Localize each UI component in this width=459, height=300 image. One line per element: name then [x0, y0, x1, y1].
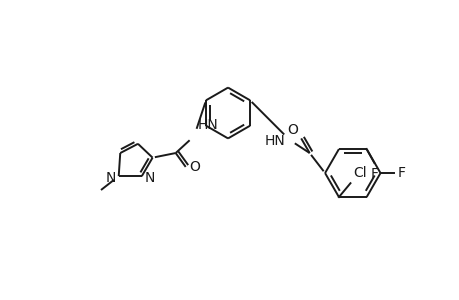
- Text: F: F: [370, 167, 378, 181]
- Text: Cl: Cl: [353, 166, 366, 180]
- Text: O: O: [286, 123, 297, 137]
- Text: HN: HN: [264, 134, 285, 148]
- Text: N: N: [105, 172, 115, 185]
- Text: F: F: [397, 166, 404, 180]
- Text: O: O: [188, 160, 199, 174]
- Text: HN: HN: [197, 118, 218, 132]
- Text: N: N: [145, 172, 155, 185]
